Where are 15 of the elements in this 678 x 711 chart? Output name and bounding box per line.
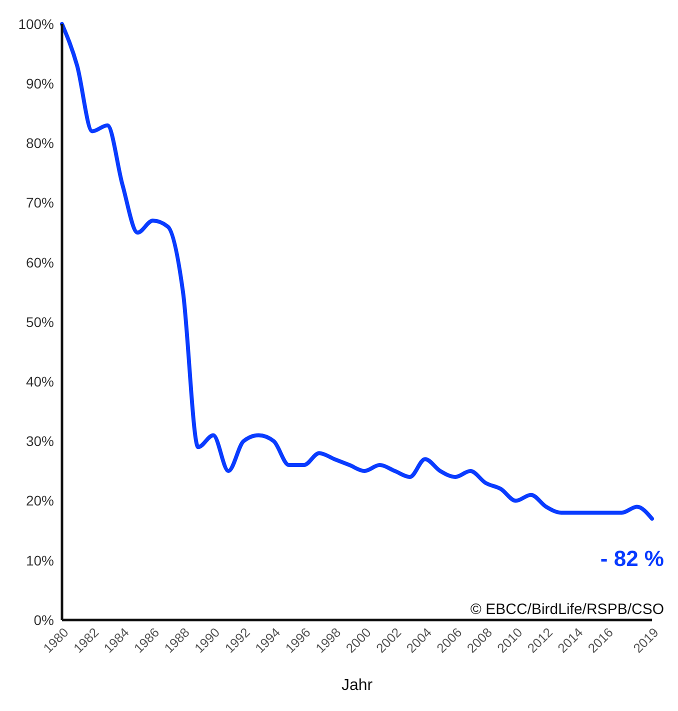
y-tick-label: 60% [26,254,54,270]
annotation: © EBCC/BirdLife/RSPB/CSO [470,601,664,618]
y-tick-label: 100% [18,16,54,32]
annotation: - 82 % [600,546,664,572]
y-tick-label: 40% [26,374,54,390]
line-series [60,22,654,521]
y-tick-label: 0% [34,612,54,628]
y-tick-label: 80% [26,135,54,152]
y-tick-label: 70% [26,194,54,211]
y-tick-label: 10% [26,552,54,568]
y-tick-label: 30% [26,433,54,450]
y-tick-label: 20% [26,492,54,509]
y-tick-label: 50% [26,314,54,330]
y-tick-label: 90% [26,76,54,92]
x-axis-title: Jahr [341,677,374,694]
